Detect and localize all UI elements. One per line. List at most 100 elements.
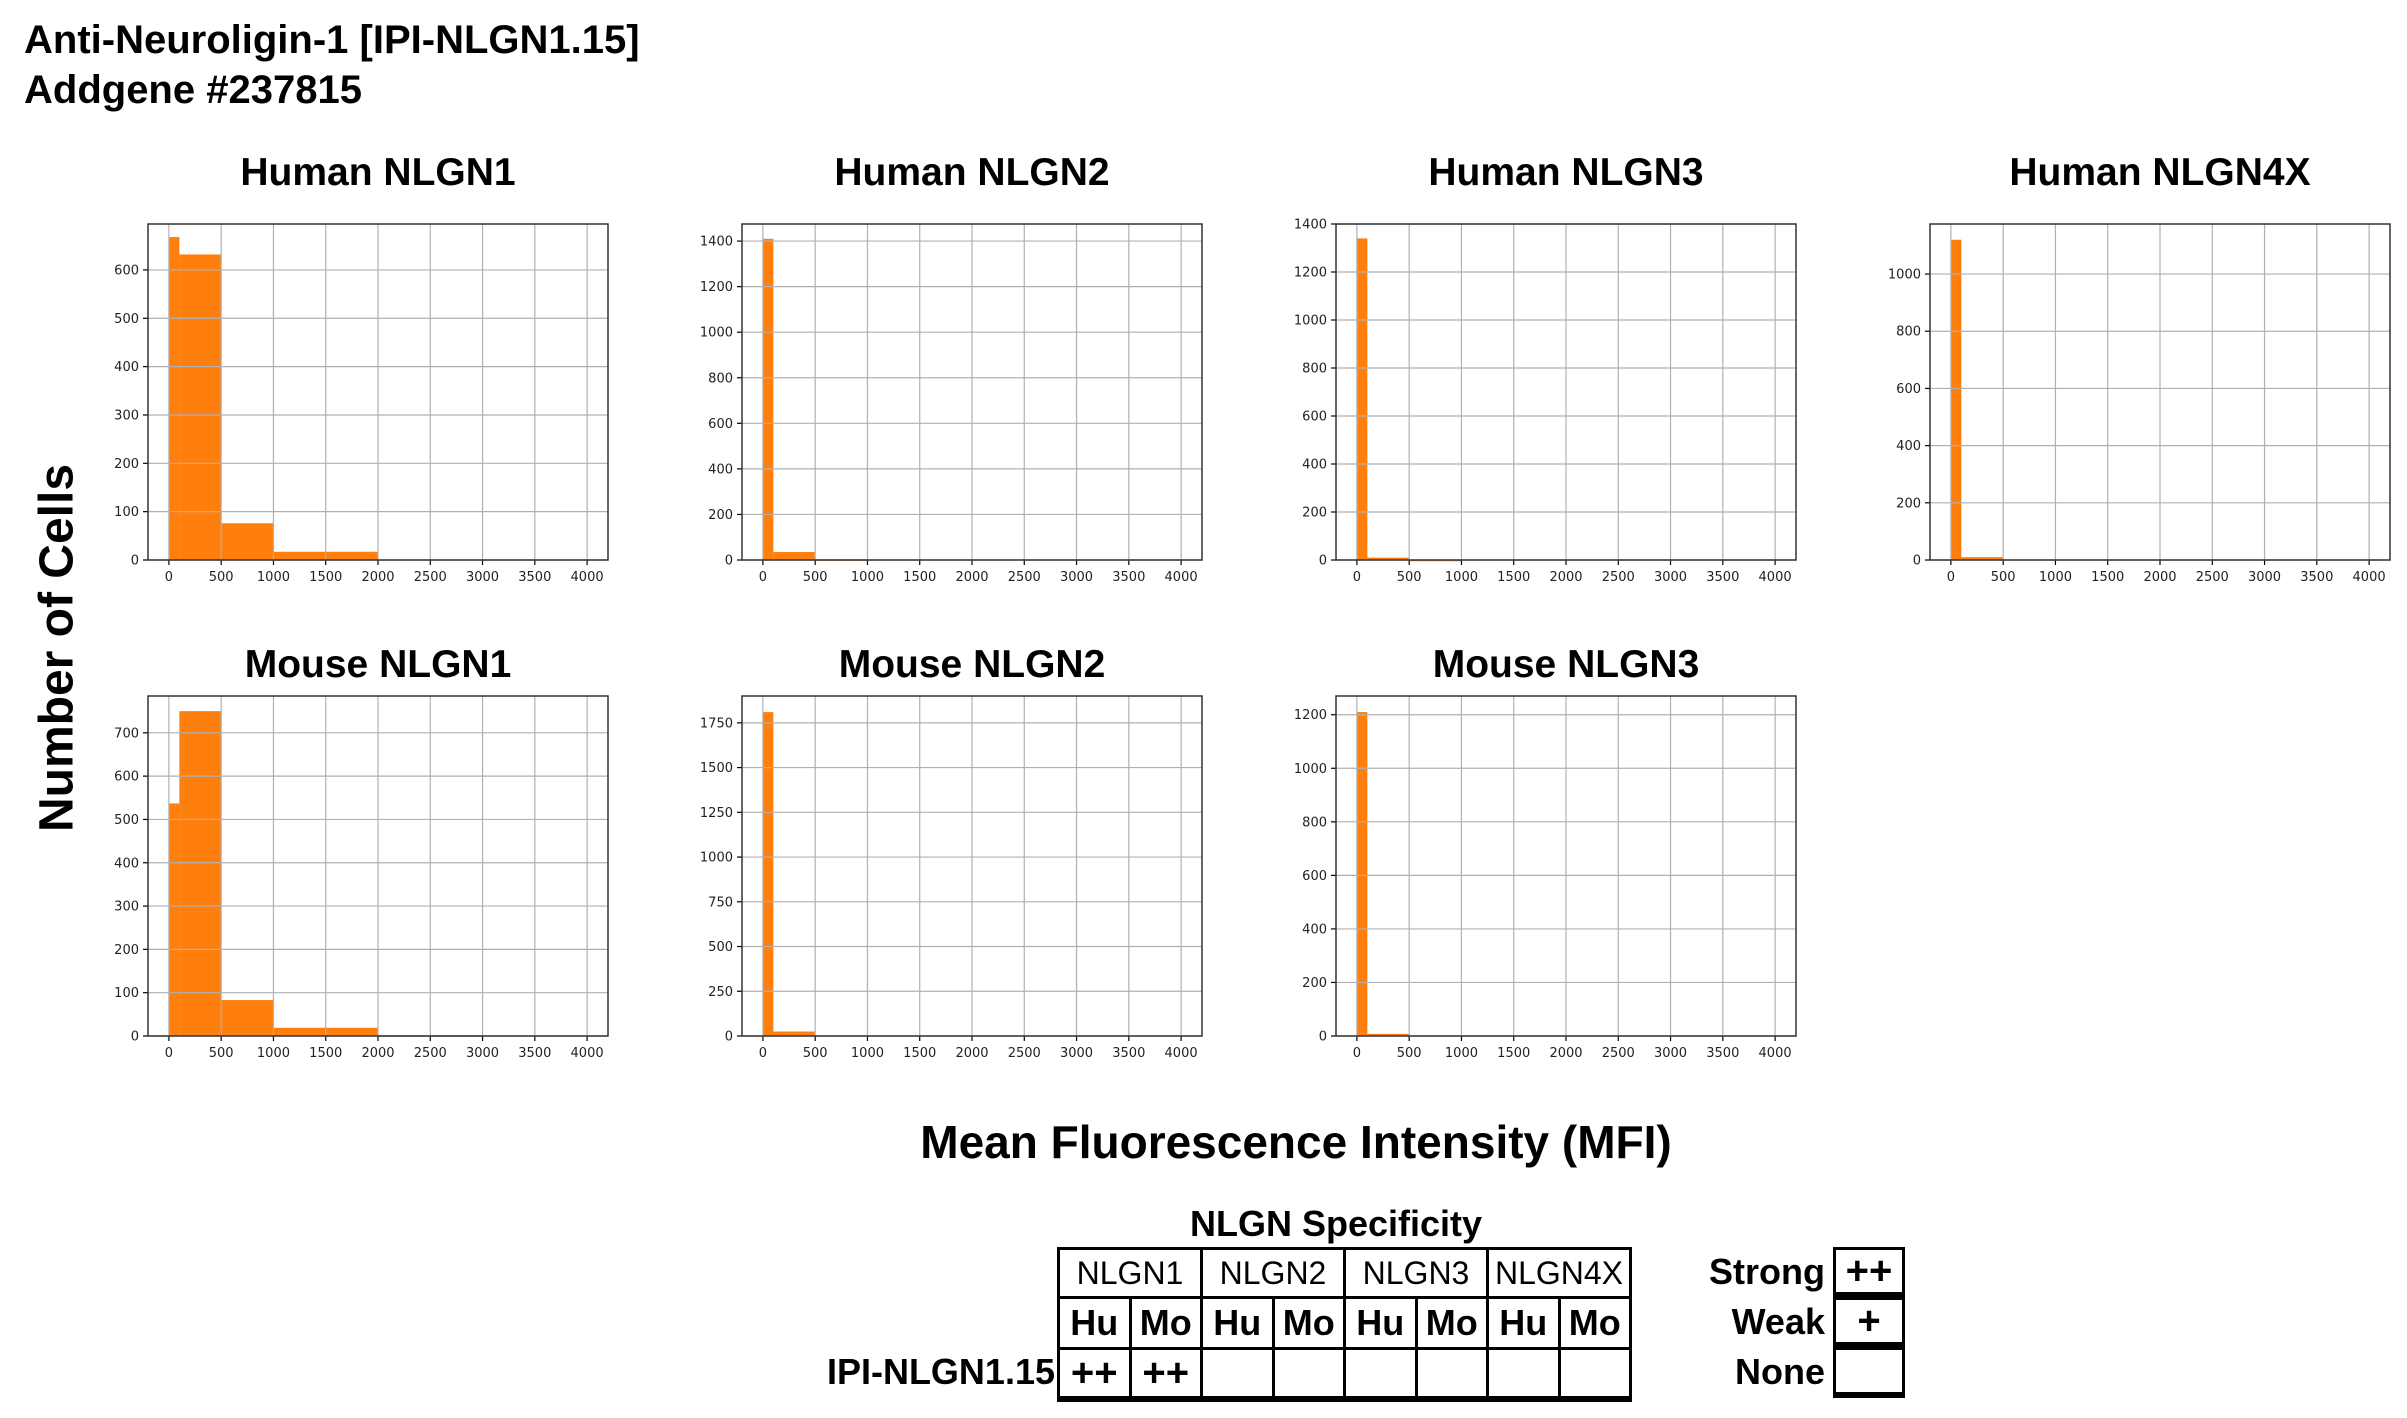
axes-frame [147, 695, 609, 1037]
specificity-cell [1200, 1347, 1275, 1402]
legend-label-strong: Strong [1709, 1251, 1825, 1292]
histogram-bar [221, 523, 274, 560]
histogram-bar [168, 803, 180, 1036]
group-header: NLGN3 [1343, 1247, 1489, 1299]
y-tick-label: 100 [114, 986, 139, 1001]
x-tick-label: 0 [165, 1046, 173, 1061]
y-tick-label: 600 [1302, 410, 1327, 425]
legend-box-weak: + [1833, 1297, 1905, 1348]
x-tick-label: 1000 [1445, 570, 1478, 585]
y-tick-label: 1200 [1294, 266, 1327, 281]
x-tick-label: 3000 [1654, 570, 1687, 585]
y-tick-label: 200 [114, 457, 139, 472]
histogram-bar [168, 237, 180, 561]
axes-frame [147, 223, 609, 561]
histogram-panel: 0 500 1000 1500 2000 2500 3000 3500 4000 0 100 200 3… [114, 695, 609, 1061]
species-header: Mo [1414, 1296, 1489, 1350]
y-tick-label: 250 [708, 985, 733, 1000]
x-tick-label: 2500 [1008, 1046, 1041, 1061]
specificity-cell: ++ [1128, 1347, 1203, 1402]
y-tick-label: 1250 [700, 806, 733, 821]
y-tick-label: 1400 [700, 235, 733, 250]
x-tick-label: 0 [1353, 1046, 1361, 1061]
y-tick-label: 400 [1896, 439, 1921, 454]
x-tick-label: 3000 [2248, 570, 2281, 585]
x-tick-label: 0 [165, 570, 173, 585]
y-tick-label: 750 [708, 895, 733, 910]
x-tick-label: 1500 [1497, 570, 1530, 585]
y-tick-label: 800 [1896, 325, 1921, 340]
x-tick-label: 1000 [1445, 1046, 1478, 1061]
specificity-row-label: IPI-NLGN1.15 [826, 1351, 1055, 1392]
x-tick-label: 2500 [1602, 570, 1635, 585]
x-tick-label: 3000 [1060, 1046, 1093, 1061]
x-tick-label: 3500 [1706, 1046, 1739, 1061]
x-tick-label: 2500 [1602, 1046, 1635, 1061]
specificity-table: NLGN1 NLGN2 NLGN3 NLGN4X Hu Mo Hu Mo Hu … [1057, 1247, 1632, 1402]
y-tick-label: 400 [708, 462, 733, 477]
histogram-bar [762, 712, 774, 1036]
panel-title: Mouse NLGN2 [838, 643, 1106, 686]
x-tick-label: 3500 [2300, 570, 2333, 585]
panel-title: Human NLGN3 [1428, 151, 1704, 194]
histogram-bar [1367, 1033, 1410, 1036]
x-tick-label: 0 [1947, 570, 1955, 585]
y-tick-label: 400 [114, 360, 139, 375]
specificity-cell: ++ [1057, 1347, 1132, 1402]
y-tick-label: 0 [1319, 1030, 1327, 1045]
y-tick-label: 800 [1302, 362, 1327, 377]
y-tick-label: 200 [114, 943, 139, 958]
y-tick-label: 200 [1896, 496, 1921, 511]
y-tick-label: 300 [114, 900, 139, 915]
x-tick-label: 500 [803, 570, 828, 585]
x-tick-label: 3000 [466, 570, 499, 585]
y-tick-label: 1000 [700, 851, 733, 866]
species-header: Hu [1200, 1296, 1275, 1350]
x-tick-label: 2500 [414, 1046, 447, 1061]
legend-box-strong: ++ [1833, 1247, 1905, 1298]
y-tick-label: 600 [708, 417, 733, 432]
y-tick-label: 0 [725, 1030, 733, 1045]
y-tick-label: 400 [114, 856, 139, 871]
histogram-bar [179, 711, 222, 1036]
y-tick-label: 800 [708, 371, 733, 386]
y-tick-label: 700 [114, 726, 139, 741]
x-tick-label: 3500 [518, 1046, 551, 1061]
specificity-cell [1486, 1347, 1561, 1402]
y-tick-label: 200 [1302, 506, 1327, 521]
y-tick-label: 600 [114, 770, 139, 785]
x-tick-label: 3000 [466, 1046, 499, 1061]
x-tick-label: 4000 [1759, 1046, 1792, 1061]
histogram-panel: 0 500 1000 1500 2000 2500 3000 3500 4000 0 200 400 6… [1888, 223, 2391, 585]
x-tick-label: 1000 [851, 570, 884, 585]
x-tick-label: 3500 [1112, 1046, 1145, 1061]
x-tick-label: 500 [209, 570, 234, 585]
x-tick-label: 2000 [361, 1046, 394, 1061]
axes-frame [1929, 223, 2391, 561]
x-tick-label: 4000 [1165, 570, 1198, 585]
x-tick-label: 500 [803, 1046, 828, 1061]
x-tick-label: 1500 [309, 570, 342, 585]
y-tick-label: 200 [708, 508, 733, 523]
histogram-bar [1367, 557, 1410, 560]
x-tick-label: 1500 [903, 1046, 936, 1061]
x-tick-label: 500 [1991, 570, 2016, 585]
axes-frame [741, 223, 1203, 561]
x-tick-label: 3500 [1706, 570, 1739, 585]
x-tick-label: 2000 [361, 570, 394, 585]
x-tick-label: 1500 [2091, 570, 2124, 585]
y-tick-label: 500 [114, 813, 139, 828]
specificity-cell [1343, 1347, 1418, 1402]
x-tick-label: 2500 [1008, 570, 1041, 585]
x-tick-label: 3500 [518, 570, 551, 585]
x-tick-label: 4000 [571, 570, 604, 585]
species-header: Hu [1343, 1296, 1418, 1350]
legend-box-none [1833, 1347, 1905, 1398]
histogram-panel: 0 500 1000 1500 2000 2500 3000 3500 4000 0 200 400 6… [1294, 218, 1797, 585]
y-tick-label: 1000 [1294, 762, 1327, 777]
x-tick-label: 2000 [2143, 570, 2176, 585]
x-tick-label: 500 [1397, 570, 1422, 585]
x-tick-label: 3500 [1112, 570, 1145, 585]
histogram-bar [221, 1000, 274, 1036]
specificity-cell [1414, 1347, 1489, 1402]
